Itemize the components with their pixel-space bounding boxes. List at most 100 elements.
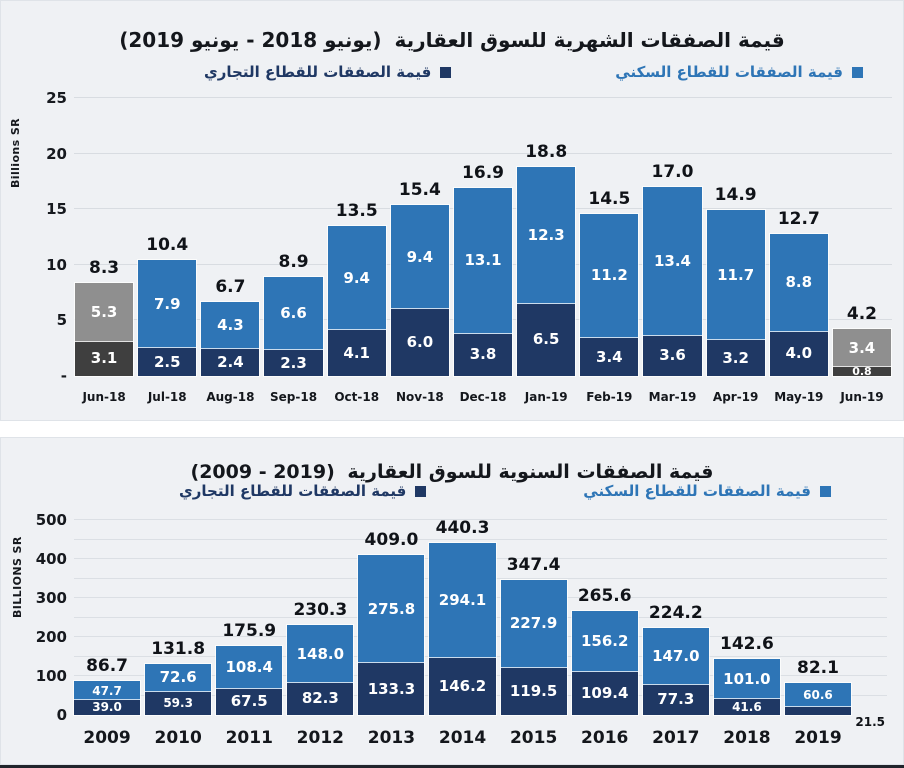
value-label: 41.6 <box>732 699 762 714</box>
segment-residential: 7.9 <box>137 259 198 350</box>
page-bottom-border <box>0 765 904 768</box>
y-tick-label: 25 <box>46 89 67 107</box>
segment-residential: 13.4 <box>642 185 703 337</box>
gridline <box>74 152 892 154</box>
segment-commercial: 2.3 <box>263 349 324 377</box>
y-tick-label: 100 <box>35 667 67 685</box>
total-label: 15.4 <box>398 179 441 200</box>
value-label: 3.1 <box>90 349 118 368</box>
value-label: 6.6 <box>280 304 307 323</box>
x-tick-label: Nov-18 <box>395 390 444 404</box>
value-label: 82.3 <box>301 689 339 708</box>
total-label: 142.6 <box>720 634 774 655</box>
legend-label-residential: قيمة الصفقات للقطاع السكني <box>615 63 843 81</box>
segment-commercial: 146.2 <box>428 656 497 717</box>
total-label: 13.5 <box>335 200 378 221</box>
bar-Jun-19: 4.2 3.4 0.8 Jun-19 <box>831 98 893 404</box>
bar-Jun-18: 8.3 5.3 3.1 Jun-18 <box>73 98 135 404</box>
y-tick-label: 0 <box>56 706 67 724</box>
segment-residential: 4.3 <box>200 300 261 351</box>
segment-residential: 13.1 <box>452 187 514 335</box>
value-label: 3.8 <box>469 345 497 364</box>
value-label: 294.1 <box>438 591 487 610</box>
x-tick-label: 2017 <box>652 728 700 748</box>
value-label: 77.3 <box>657 690 695 709</box>
bar-Mar-19: 17.0 13.4 3.6 Mar-19 <box>642 98 703 404</box>
legend-item-commercial: قيمة الصفقات للقطاع التجاري <box>204 63 452 81</box>
segment-commercial: 82.3 <box>286 681 355 717</box>
segment-residential: 9.4 <box>326 224 387 332</box>
monthly-transactions-chart: قيمة الصفقات الشهرية للسوق العقارية (يون… <box>0 0 904 421</box>
total-label: 8.3 <box>89 257 120 278</box>
total-label: 10.4 <box>146 235 189 256</box>
total-label: 347.4 <box>506 554 561 575</box>
bar-Nov-18: 15.4 9.4 6.0 Nov-18 <box>389 98 450 404</box>
annual-y-axis-title: BILLIONS SR <box>11 536 24 618</box>
legend-label-residential: قيمة الصفقات للقطاع السكني <box>583 482 811 500</box>
x-tick-label: Feb-19 <box>586 390 633 404</box>
segment-residential: 6.6 <box>263 276 324 352</box>
segment-commercial: 3.1 <box>73 340 135 378</box>
value-label: 39.0 <box>92 700 122 715</box>
total-label: 4.2 <box>846 304 878 325</box>
bar-Sep-18: 8.9 6.6 2.3 Sep-18 <box>263 98 324 404</box>
segment-residential: 275.8 <box>357 554 426 665</box>
segment-residential: 3.4 <box>831 328 893 369</box>
x-tick-label: Jul-18 <box>147 390 187 404</box>
segment-residential: 9.4 <box>389 203 450 311</box>
segment-commercial: 6.0 <box>389 308 450 377</box>
segment-commercial: 119.5 <box>499 667 568 716</box>
monthly-chart-legend: قيمة الصفقات للقطاع التجاري قيمة الصفقات… <box>1 63 903 81</box>
total-label: 17.0 <box>651 161 694 182</box>
bar-Feb-19: 14.5 11.2 3.4 Feb-19 <box>579 98 640 404</box>
total-label: 18.8 <box>525 141 568 162</box>
total-label: 14.5 <box>588 188 631 209</box>
segment-commercial: 39.0 <box>72 698 142 717</box>
value-label: 4.1 <box>343 343 370 362</box>
segment-commercial: 2.4 <box>200 348 261 377</box>
total-label: 265.6 <box>577 586 632 607</box>
segment-commercial: 59.3 <box>144 690 213 717</box>
value-label: 133.3 <box>367 679 416 698</box>
value-label: 101.0 <box>723 669 771 688</box>
x-tick-label: 2015 <box>509 728 558 748</box>
legend-item-residential: قيمة الصفقات للقطاع السكني <box>583 482 831 500</box>
annual-chart-title-main: قيمة الصفقات السنوية للسوق العقارية <box>347 460 714 483</box>
monthly-chart-title-range: (يونيو 2018 - يونيو 2019) <box>119 27 382 52</box>
bar-2010: 131.8 72.6 59.3 2010 <box>144 520 213 748</box>
value-label: 7.9 <box>153 294 181 313</box>
value-label: 2.4 <box>217 353 244 372</box>
gridline <box>74 97 892 98</box>
value-label: 3.4 <box>596 347 623 366</box>
y-tick-label: 5 <box>56 311 67 330</box>
bar-2012: 230.3 148.0 82.3 2012 <box>286 520 355 748</box>
value-label: 119.5 <box>509 682 558 701</box>
segment-residential: 8.8 <box>768 232 829 333</box>
segment-residential: 5.3 <box>73 281 135 343</box>
monthly-chart-title: قيمة الصفقات الشهرية للسوق العقارية (يون… <box>1 28 903 52</box>
legend-item-residential: قيمة الصفقات للقطاع السكني <box>615 63 863 81</box>
value-label: 3.4 <box>848 338 876 357</box>
value-label: 6.5 <box>532 330 560 349</box>
value-label: 12.3 <box>527 225 565 244</box>
total-label: 440.3 <box>435 518 490 539</box>
commercial-swatch-icon <box>415 485 427 497</box>
bar-2009: 86.7 47.7 39.0 2009 <box>72 520 142 748</box>
x-tick-label: Jun-18 <box>82 390 126 404</box>
value-label: 9.4 <box>343 268 370 287</box>
x-tick-label: May-19 <box>774 390 824 404</box>
total-label: 131.8 <box>151 638 206 659</box>
value-label: 11.7 <box>717 265 755 284</box>
y-tick-label: 10 <box>46 255 67 274</box>
monthly-y-axis-title: Billions SR <box>9 117 22 189</box>
annual-chart-title: قيمة الصفقات السنوية للسوق العقارية (200… <box>1 461 903 483</box>
bar-2011: 175.9 108.4 67.5 2011 <box>215 520 284 748</box>
total-label: 14.9 <box>714 185 757 206</box>
legend-label-commercial: قيمة الصفقات للقطاع التجاري <box>204 63 432 81</box>
value-label: 4.0 <box>785 344 813 363</box>
segment-residential: 72.6 <box>144 662 213 693</box>
y-tick-label: 400 <box>35 550 67 568</box>
segment-commercial: 3.6 <box>642 334 703 378</box>
segment-commercial: 3.4 <box>579 337 640 377</box>
bar-2015: 347.4 227.9 119.5 2015 <box>499 520 568 748</box>
